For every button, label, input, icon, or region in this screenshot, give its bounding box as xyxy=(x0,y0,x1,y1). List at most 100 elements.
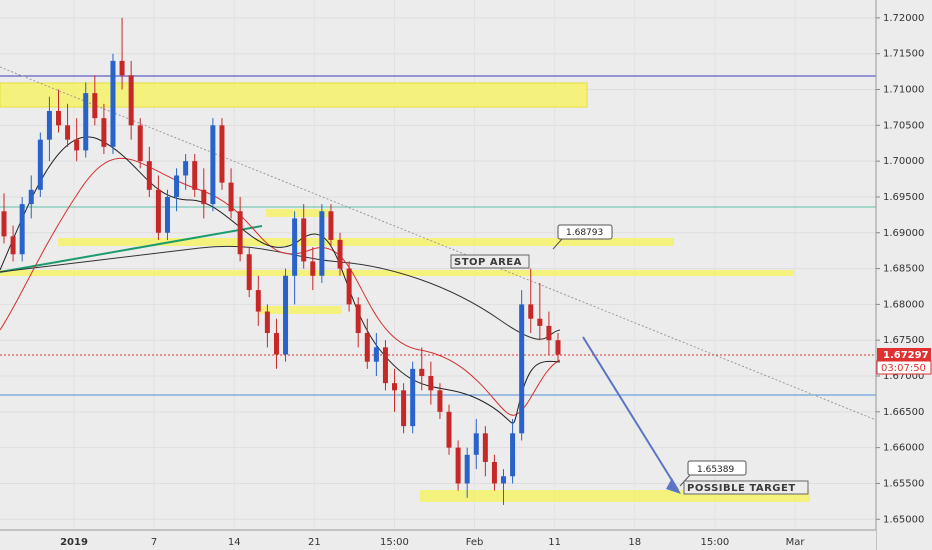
candle-body xyxy=(328,211,334,240)
stop-level-pointer xyxy=(552,238,563,250)
candle[interactable] xyxy=(37,132,43,197)
candle-body xyxy=(55,111,61,126)
candle[interactable] xyxy=(174,168,180,212)
descending-trendline[interactable] xyxy=(0,66,877,421)
candle[interactable] xyxy=(346,261,352,312)
candle[interactable] xyxy=(192,153,198,197)
supply-zone-box[interactable] xyxy=(0,82,588,108)
candle[interactable] xyxy=(164,189,170,240)
candle[interactable] xyxy=(146,146,152,197)
time-tick-label: 2019 xyxy=(60,537,88,548)
ma-long-line xyxy=(0,245,561,340)
candle[interactable] xyxy=(555,333,561,362)
mid-zone-box[interactable] xyxy=(260,306,342,314)
candle[interactable] xyxy=(237,196,243,262)
price-axis-panel[interactable] xyxy=(876,0,932,550)
candle[interactable] xyxy=(437,383,443,419)
candle[interactable] xyxy=(1,193,7,244)
stop-area-box[interactable] xyxy=(450,254,530,269)
candle[interactable] xyxy=(491,454,497,491)
candle[interactable] xyxy=(464,447,470,498)
candle[interactable] xyxy=(337,232,343,276)
candle[interactable] xyxy=(183,153,189,190)
candle[interactable] xyxy=(283,268,289,362)
candle[interactable] xyxy=(528,268,534,334)
time-tick-label: 18 xyxy=(628,537,641,548)
candle[interactable] xyxy=(319,204,325,283)
candle[interactable] xyxy=(264,304,270,348)
candle[interactable] xyxy=(328,204,334,248)
candle[interactable] xyxy=(301,204,307,269)
candle-body xyxy=(437,390,443,412)
candle[interactable] xyxy=(310,247,316,291)
countdown-label: 03:07:50 xyxy=(881,363,926,374)
candle-body xyxy=(273,333,279,355)
candle[interactable] xyxy=(201,168,207,219)
candle[interactable] xyxy=(46,96,52,162)
candle[interactable] xyxy=(455,440,461,491)
stop-zone-box[interactable] xyxy=(58,238,674,246)
candle[interactable] xyxy=(228,168,234,219)
candle[interactable] xyxy=(510,418,516,484)
candle-body xyxy=(337,239,343,269)
target-level-callout[interactable] xyxy=(687,460,747,476)
candle[interactable] xyxy=(273,318,279,369)
candle-body xyxy=(292,218,298,276)
candle[interactable] xyxy=(473,418,479,470)
candle[interactable] xyxy=(74,118,80,162)
candle-body xyxy=(491,461,497,484)
candle[interactable] xyxy=(65,103,71,147)
candle-body xyxy=(510,433,516,477)
possible-target-box[interactable] xyxy=(683,480,809,495)
resistance-zone-box[interactable] xyxy=(0,270,794,276)
candle[interactable] xyxy=(101,103,107,154)
candle[interactable] xyxy=(373,333,379,377)
candle[interactable] xyxy=(137,118,143,169)
candle[interactable] xyxy=(219,118,225,190)
candle[interactable] xyxy=(19,196,25,262)
price-tick-label: 1.72000 xyxy=(883,13,924,24)
candle[interactable] xyxy=(110,53,116,154)
candle[interactable] xyxy=(83,82,89,158)
candle[interactable] xyxy=(155,175,161,240)
candle[interactable] xyxy=(55,89,61,133)
candle-body xyxy=(183,161,189,176)
candle-body xyxy=(482,433,488,462)
candle[interactable] xyxy=(119,17,125,90)
time-axis-panel[interactable] xyxy=(0,530,876,550)
candle-body xyxy=(519,304,525,434)
candle[interactable] xyxy=(519,290,525,441)
candle[interactable] xyxy=(128,60,134,140)
stop-level-callout[interactable] xyxy=(557,224,613,240)
candle[interactable] xyxy=(428,361,434,405)
candle[interactable] xyxy=(292,211,298,305)
candle[interactable] xyxy=(482,426,488,477)
candle-body xyxy=(155,189,161,233)
candle[interactable] xyxy=(10,225,16,262)
candle[interactable] xyxy=(92,75,98,126)
small-zone-box[interactable] xyxy=(266,209,330,217)
candle-body xyxy=(1,211,7,237)
candle[interactable] xyxy=(28,175,34,219)
candle[interactable] xyxy=(419,347,425,391)
arrow-head-icon xyxy=(666,478,681,494)
candle[interactable] xyxy=(210,118,216,212)
candle[interactable] xyxy=(364,318,370,369)
candle[interactable] xyxy=(410,361,416,434)
candle[interactable] xyxy=(392,368,398,412)
candle[interactable] xyxy=(401,383,407,434)
candle[interactable] xyxy=(382,340,388,391)
price-tick-label: 1.68000 xyxy=(883,299,924,310)
candle[interactable] xyxy=(537,282,543,341)
candle[interactable] xyxy=(255,275,261,326)
candle[interactable] xyxy=(446,404,452,455)
candle-body xyxy=(382,347,388,384)
candle[interactable] xyxy=(246,247,252,298)
ascending-trendline[interactable] xyxy=(0,225,263,273)
candle[interactable] xyxy=(355,297,361,348)
candle[interactable] xyxy=(546,311,552,355)
candle[interactable] xyxy=(501,469,507,505)
projection-arrow-line[interactable] xyxy=(582,336,679,491)
